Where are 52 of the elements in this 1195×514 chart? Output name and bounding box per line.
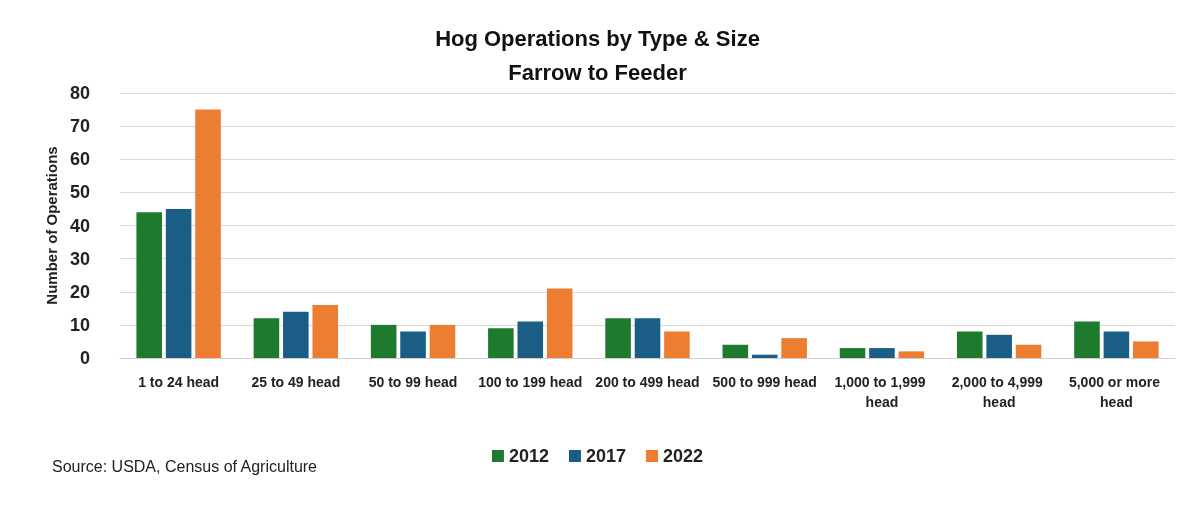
- bar: [488, 328, 514, 358]
- bar: [1103, 331, 1130, 358]
- bar: [898, 351, 925, 358]
- bar: [312, 305, 339, 358]
- bar: [839, 348, 866, 358]
- bar: [751, 354, 778, 358]
- bar: [722, 344, 749, 358]
- bar: [195, 109, 221, 358]
- bar: [664, 331, 690, 358]
- bar: [136, 212, 162, 358]
- bar: [634, 318, 661, 358]
- bar: [781, 338, 807, 358]
- x-tick-label: 25 to 49 head: [251, 374, 341, 390]
- y-tick-label: 80: [69, 83, 90, 103]
- bar: [165, 208, 192, 358]
- bar: [283, 311, 309, 358]
- bar: [429, 324, 456, 358]
- x-tick-label: 500 to 999 head: [712, 374, 817, 390]
- y-axis-title: Number of Operations: [43, 146, 61, 305]
- bar: [1133, 341, 1159, 358]
- x-tick-label: 200 to 499 head: [595, 374, 700, 390]
- legend-label: 2022: [663, 446, 704, 466]
- bar: [517, 321, 544, 358]
- x-tick-label: 2,000 to 4,999 head: [951, 374, 1047, 410]
- x-tick-label: 1 to 24 head: [138, 374, 220, 390]
- y-tick-label: 10: [69, 314, 90, 335]
- x-tick-label: 100 to 199 head: [478, 374, 583, 390]
- y-tick-label: 70: [69, 116, 90, 137]
- y-tick-label: 40: [69, 215, 90, 236]
- x-tick-label: 50 to 99 head: [368, 374, 458, 390]
- bar: [605, 318, 631, 358]
- legend-label: 2012: [508, 446, 549, 466]
- y-tick-label: 0: [79, 348, 90, 368]
- bar: [986, 334, 1012, 358]
- y-tick-label: 50: [69, 182, 90, 203]
- x-tick-label: 5,000 or more head: [1068, 374, 1164, 410]
- bar: [253, 318, 280, 358]
- bar: [956, 331, 983, 358]
- x-tick-label: 1,000 to 1,999 head: [834, 374, 930, 410]
- bar: [869, 348, 895, 358]
- bar: [370, 324, 397, 358]
- legend-label: 2017: [585, 446, 627, 466]
- bar: [1074, 321, 1100, 358]
- y-tick-label: 20: [69, 281, 90, 302]
- bar: [546, 288, 573, 358]
- y-tick-label: 30: [69, 248, 90, 269]
- source-note: Source: USDA, Census of Agriculture: [52, 457, 318, 475]
- y-tick-label: 60: [69, 149, 90, 170]
- bar: [1015, 344, 1042, 358]
- chart-subtitle: Farrow to Feeder: [508, 59, 688, 85]
- bar: [400, 331, 426, 358]
- chart-title: Hog Operations by Type & Size: [435, 25, 760, 51]
